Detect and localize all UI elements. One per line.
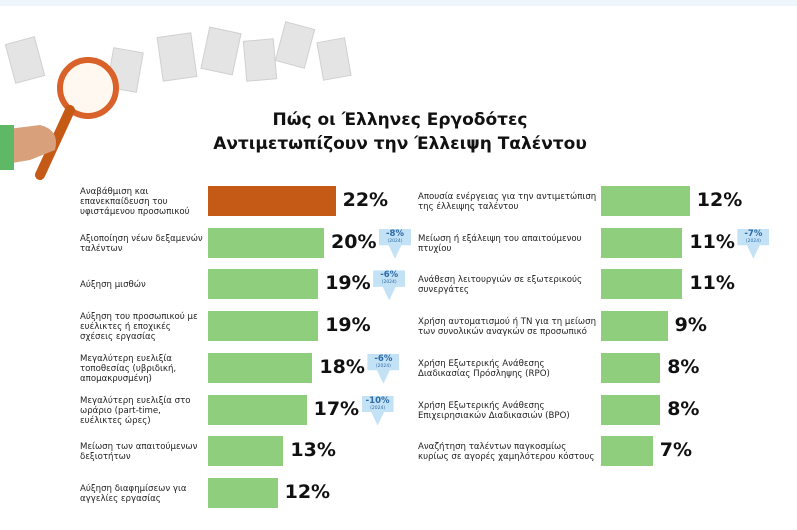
change-badge: -8% (2024) xyxy=(379,228,411,259)
value-label: 7% xyxy=(659,439,693,462)
bar xyxy=(208,269,319,300)
bar xyxy=(601,311,668,342)
category-label: Μεγαλύτερη ευελιξία τοποθεσίας (υβριδική… xyxy=(80,353,177,384)
title: Αντιμετωπίζουν την Έλλειψη Ταλέντου xyxy=(213,134,587,154)
bar xyxy=(208,352,313,383)
change-note: (2024) xyxy=(375,363,391,369)
value-label: 17% xyxy=(313,397,360,420)
category-label: Απουσία ενέργειας για την αντιμετώπιση τ… xyxy=(418,192,597,212)
change-note: (2024) xyxy=(745,238,761,244)
bar xyxy=(208,436,284,467)
value-label: 12% xyxy=(284,480,331,503)
bar xyxy=(208,227,324,258)
value-label: 19% xyxy=(325,314,371,337)
bar xyxy=(601,394,661,425)
category-label: Μεγαλύτερη ευελιξία στο ωράριο (part-tim… xyxy=(80,395,191,426)
category-label: Αύξηση διαφημίσεων για αγγελίες εργασίας xyxy=(80,483,187,504)
category-label: Αξιοποίηση νέων δεξαμενών ταλέντων xyxy=(80,233,203,254)
category-label: Αύξηση του προσωπικού με ευέλικτες ή επο… xyxy=(80,312,198,343)
change-label: -6% xyxy=(380,270,399,281)
change-label: -10% xyxy=(365,395,390,406)
change-badge: -7% (2024) xyxy=(737,228,770,259)
change-note: (2024) xyxy=(370,405,386,411)
category-label: Αναζήτηση ταλέντων παγκοσμίως κυρίως σε … xyxy=(418,442,595,463)
category-label: Ανάθεση λειτουργιών σε εξωτερικούς συνερ… xyxy=(418,275,583,296)
value-label: 11% xyxy=(689,272,735,295)
value-label: 22% xyxy=(342,189,389,211)
value-label: 8% xyxy=(667,355,700,378)
value-label: 19% xyxy=(325,272,371,295)
bar xyxy=(208,394,307,425)
bar xyxy=(208,186,336,216)
value-label: 9% xyxy=(674,314,707,337)
category-label: Μείωση ή εξάλειψη του απαιτούμενου πτυχί… xyxy=(418,233,582,254)
bar xyxy=(208,311,319,342)
decoration xyxy=(0,0,797,180)
category-label: Αναβάθμιση και επανεκπαίδευση του υφιστά… xyxy=(80,187,190,217)
bar xyxy=(601,269,683,300)
title: Πώς οι Έλληνες Εργοδότες xyxy=(272,110,528,130)
value-label: 13% xyxy=(290,439,336,462)
change-label: -7% xyxy=(744,228,763,239)
category-label: Μείωση των απαιτούμενων δεξιοτήτων xyxy=(80,442,198,463)
bar xyxy=(601,186,690,216)
change-note: (2024) xyxy=(387,238,403,244)
value-label: 20% xyxy=(331,230,377,253)
value-label: 18% xyxy=(319,355,365,378)
change-label: -6% xyxy=(374,353,393,364)
category-label: Αύξηση μισθών xyxy=(80,280,146,291)
category-label: Χρήση αυτοματισμού ή ΤΝ για τη μείωση τω… xyxy=(418,317,597,338)
change-badge: -6% (2024) xyxy=(367,353,400,384)
value-label: 12% xyxy=(696,189,743,211)
category-label: Χρήση Εξωτερικής Ανάθεσης Διαδικασίας Πρ… xyxy=(418,358,550,379)
bar xyxy=(601,436,653,467)
category-label: Χρήση Εξωτερικής Ανάθεσης Επιχειρησιακών… xyxy=(418,400,570,421)
bar xyxy=(208,477,278,508)
change-label: -8% xyxy=(386,228,404,239)
bar xyxy=(601,227,683,258)
change-note: (2024) xyxy=(381,280,397,286)
value-label: 11% xyxy=(689,230,735,253)
change-badge: -6% (2024) xyxy=(373,270,406,301)
value-label: 8% xyxy=(667,397,700,420)
bar xyxy=(601,352,661,383)
change-badge: -10% (2024) xyxy=(361,395,394,426)
